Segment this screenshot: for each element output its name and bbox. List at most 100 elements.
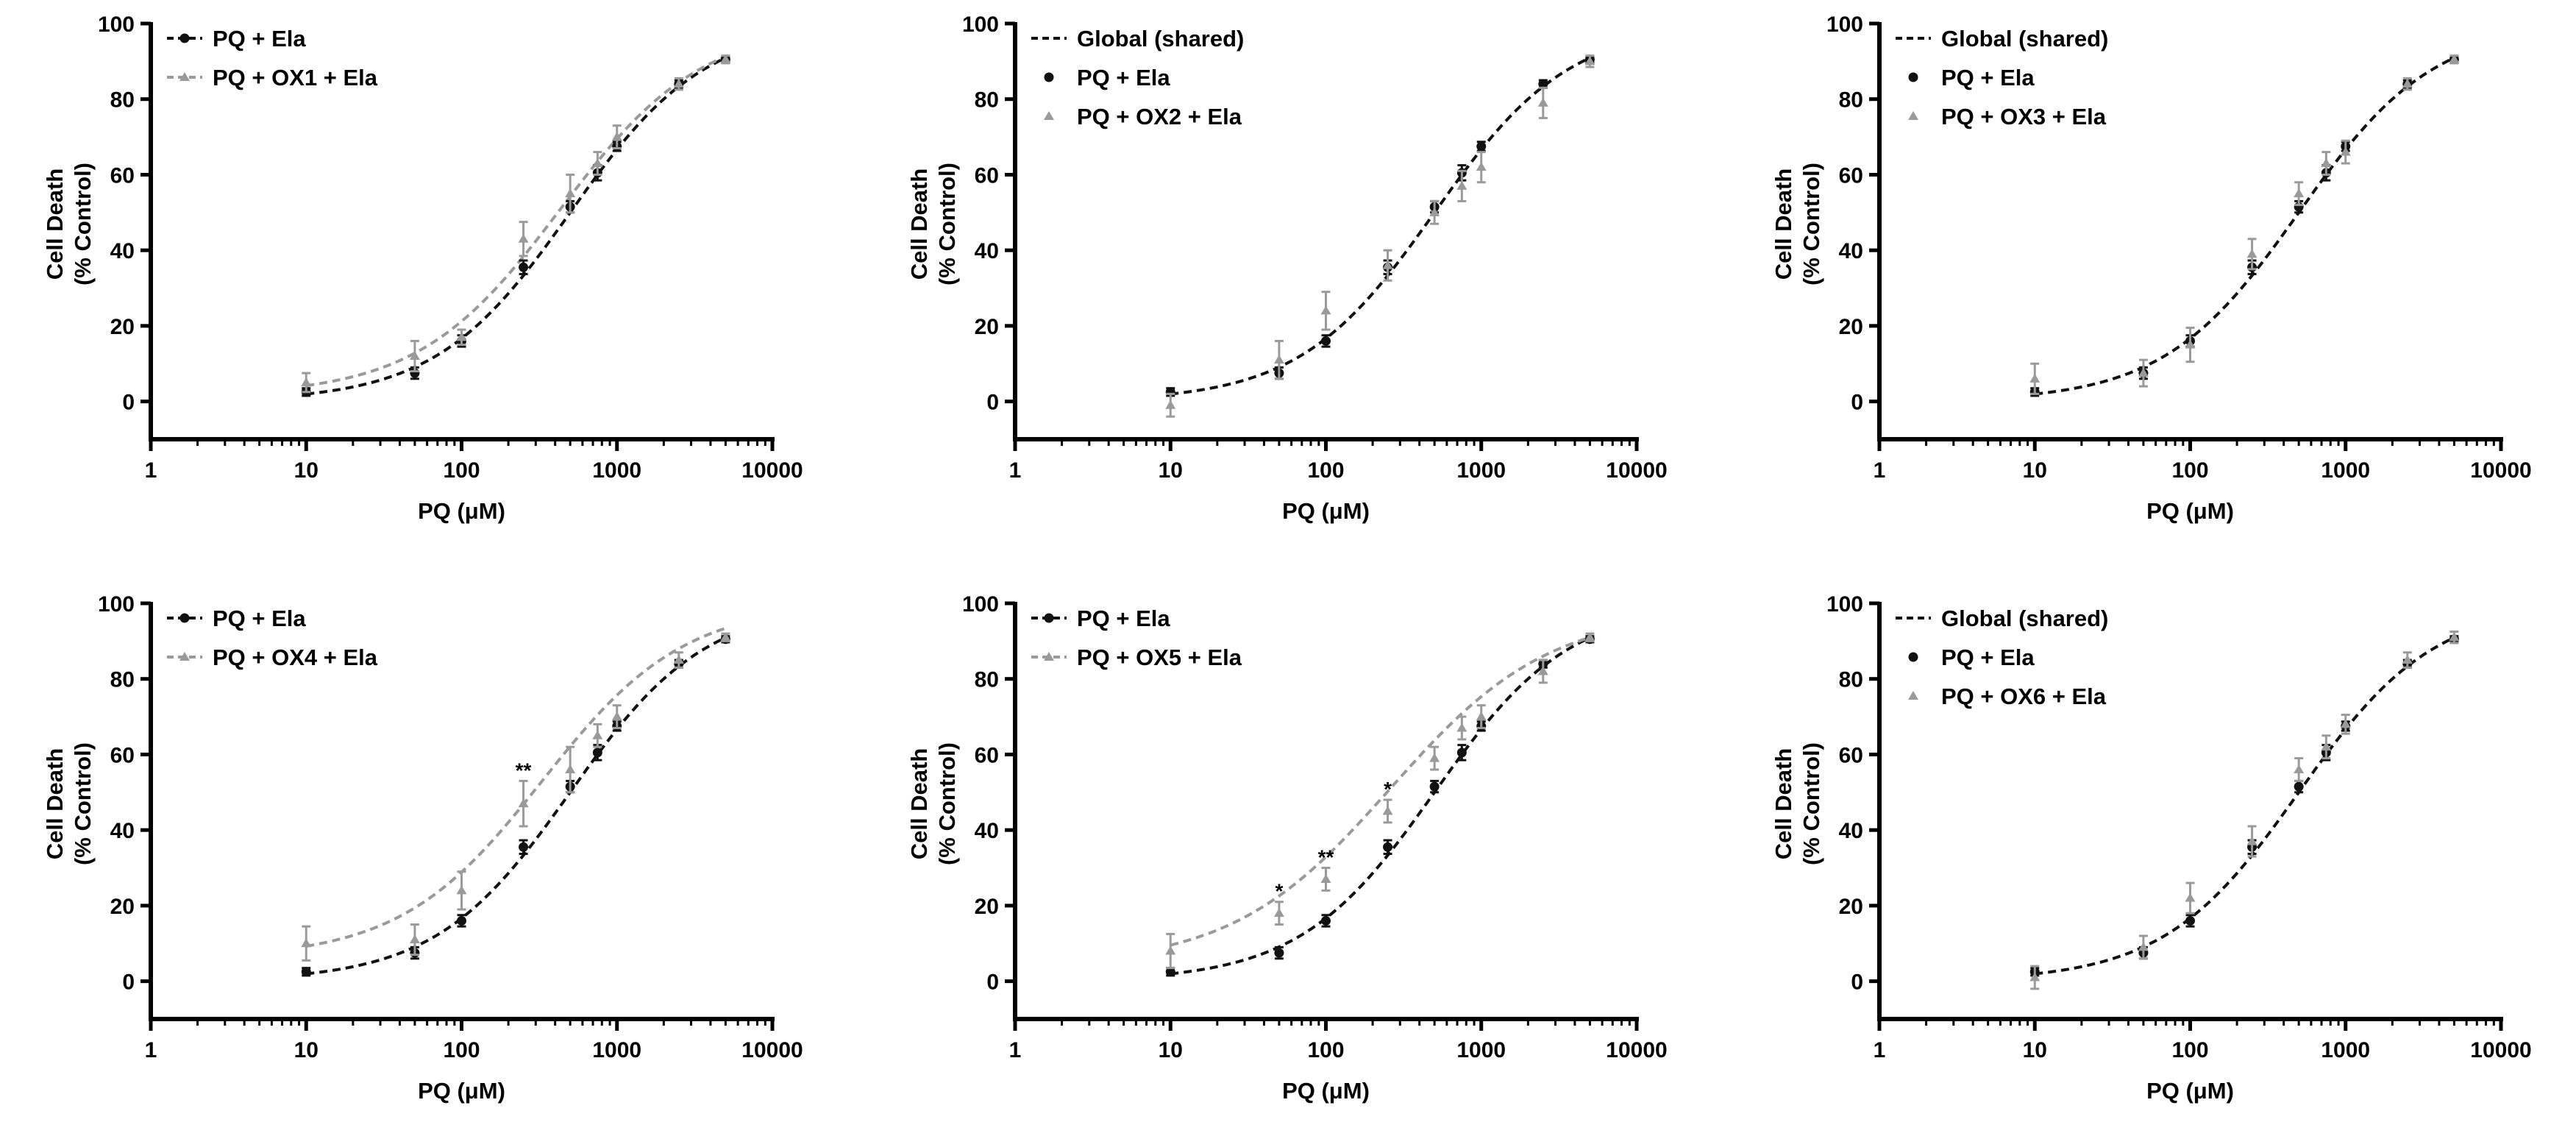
y-tick-label: 0 <box>122 391 135 415</box>
data-point-pq-ox2-ela <box>1273 355 1284 364</box>
x-tick-label: 1000 <box>592 1038 641 1062</box>
x-tick-label: 10 <box>2023 458 2047 483</box>
x-tick-label: 1000 <box>2321 1038 2370 1062</box>
data-point-pq-ox2-ela <box>1537 97 1548 107</box>
legend-item-pq-ox5-ela: PQ + OX5 + Ela <box>1031 645 1242 670</box>
data-point-pq-ela <box>301 967 311 977</box>
y-axis-subtitle: (% Control) <box>70 742 96 865</box>
significance-marker: ** <box>516 759 532 781</box>
y-tick-label: 80 <box>110 88 135 113</box>
data-point-pq-ela <box>519 842 529 852</box>
data-point-pq-ela <box>1476 141 1487 152</box>
y-tick-label: 60 <box>975 163 999 188</box>
y-axis-subtitle: (% Control) <box>70 163 96 285</box>
data-point-pq-ox1-ela <box>301 377 312 386</box>
data-point-pq-ox1-ela <box>720 54 731 63</box>
legend-marker <box>1044 652 1054 661</box>
y-axis-subtitle: (% Control) <box>1798 742 1824 865</box>
y-tick-label: 100 <box>98 592 135 617</box>
x-axis-title: PQ (μM) <box>1282 498 1370 524</box>
fit-curve-global-shared- <box>1170 56 1591 396</box>
legend-label: PQ + OX1 + Ela <box>213 65 378 90</box>
y-tick-label: 80 <box>1839 668 1863 692</box>
y-tick-label: 100 <box>98 13 135 37</box>
legend-item-pq-ela: PQ + Ela <box>167 26 306 52</box>
data-point-pq-ox5-ela <box>1320 873 1331 883</box>
legend-marker <box>179 72 190 81</box>
y-tick-label: 40 <box>110 819 135 843</box>
data-point-pq-ox4-ela <box>409 934 420 944</box>
y-tick-label: 60 <box>1839 743 1863 767</box>
legend-item-pq-ela: PQ + Ela <box>1031 606 1170 631</box>
data-point-pq-ela <box>2294 781 2304 792</box>
y-tick-label: 60 <box>1839 163 1863 188</box>
x-tick-label: 10 <box>294 458 319 483</box>
data-point-pq-ox5-ela <box>1273 908 1284 917</box>
x-tick-label: 1 <box>1874 458 1886 483</box>
data-point-pq-ela <box>592 748 602 758</box>
legend-marker <box>179 33 190 43</box>
data-point-pq-ox3-ela <box>2402 79 2413 88</box>
y-tick-label: 0 <box>122 970 135 995</box>
data-point-pq-ox3-ela <box>2138 368 2149 377</box>
data-point-pq-ela <box>1538 79 1548 89</box>
data-point-pq-ox1-ela <box>592 158 603 168</box>
y-tick-label: 20 <box>1839 315 1863 339</box>
data-point-pq-ox4-ela <box>518 798 529 808</box>
y-axis-subtitle: (% Control) <box>934 163 960 285</box>
y-tick-label: 100 <box>1826 592 1863 617</box>
x-tick-label: 100 <box>2171 458 2208 483</box>
significance-marker: * <box>1275 880 1283 903</box>
y-tick-label: 20 <box>975 315 999 339</box>
x-tick-label: 10000 <box>741 1038 803 1062</box>
y-axis-title: Cell Death <box>1771 168 1796 280</box>
fit-curve-pq-ox4-ela <box>305 627 727 948</box>
data-point-pq-ox6-ela <box>2449 632 2460 642</box>
data-point-pq-ela <box>1383 842 1393 852</box>
legend-item-pq-ox2-ela: PQ + OX2 + Ela <box>1044 104 1242 129</box>
data-point-pq-ox6-ela <box>2138 942 2149 951</box>
legend-item-pq-ox3-ela: PQ + OX3 + Ela <box>1908 104 2107 129</box>
legend-marker <box>1044 613 1054 623</box>
legend-label: PQ + OX2 + Ela <box>1077 104 1242 129</box>
data-point-pq-ox2-ela <box>1320 305 1331 315</box>
data-point-pq-ox3-ela <box>2294 188 2305 198</box>
x-tick-label: 100 <box>2171 1038 2208 1062</box>
data-point-pq-ela <box>519 262 529 272</box>
y-tick-label: 0 <box>1851 391 1863 415</box>
y-tick-label: 40 <box>1839 819 1863 843</box>
data-point-pq-ox6-ela <box>2340 719 2351 728</box>
fit-curve-pq-ox5-ela <box>1170 636 1590 947</box>
legend-marker <box>1908 72 1918 82</box>
legend-item-pq-ox4-ela: PQ + OX4 + Ela <box>167 645 378 670</box>
y-tick-label: 20 <box>975 895 999 919</box>
x-tick-label: 1000 <box>1456 458 1506 483</box>
x-tick-label: 10000 <box>2470 1038 2531 1062</box>
y-axis-title: Cell Death <box>1771 748 1796 860</box>
legend-marker <box>1908 652 1918 662</box>
x-tick-label: 1000 <box>1456 1038 1506 1062</box>
fit-curve-pq-ox1-ela <box>306 54 727 388</box>
fit-curve-global-shared- <box>2035 636 2455 976</box>
legend-item-pq-ela: PQ + Ela <box>1908 645 2035 670</box>
y-axis-subtitle: (% Control) <box>1798 163 1824 285</box>
x-tick-label: 1 <box>1874 1038 1886 1062</box>
legend-marker <box>1044 72 1054 82</box>
legend-marker <box>1908 111 1918 120</box>
data-point-pq-ox1-ela <box>456 332 467 341</box>
legend-label: PQ + OX6 + Ela <box>1941 684 2107 709</box>
data-point-pq-ox3-ela <box>2029 373 2040 383</box>
y-tick-label: 40 <box>975 819 999 843</box>
data-point-pq-ox2-ela <box>1584 56 1595 65</box>
y-axis-subtitle: (% Control) <box>934 742 960 865</box>
data-point-pq-ox1-ela <box>565 188 576 198</box>
x-tick-label: 10 <box>2023 1038 2047 1062</box>
x-tick-label: 1 <box>145 458 157 483</box>
data-point-pq-ox3-ela <box>2185 339 2196 349</box>
panel-ox3: 0 20 40 60 80 100 1 10 100 1000 10000 PQ (μM) Cell D… <box>1771 13 2532 524</box>
y-tick-label: 60 <box>110 743 135 767</box>
data-point-pq-ela <box>1165 967 1175 977</box>
data-point-pq-ox6-ela <box>2321 742 2332 751</box>
legend-label: PQ + OX5 + Ela <box>1077 645 1242 670</box>
x-axis-title: PQ (μM) <box>2146 498 2234 524</box>
